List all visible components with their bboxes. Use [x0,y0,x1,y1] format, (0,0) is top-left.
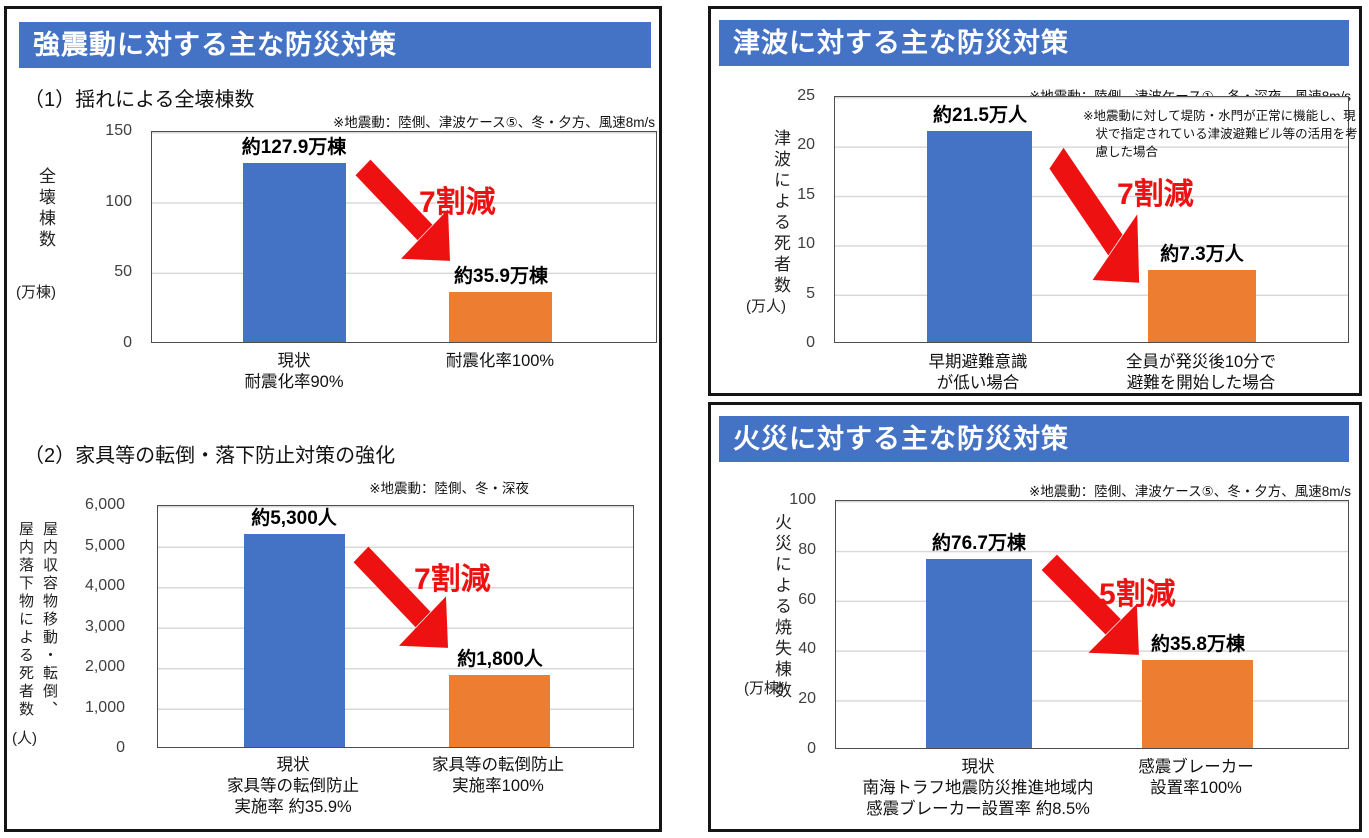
panel-header: 津波に対する主な防災対策 [719,20,1349,66]
category-label: 家具等の転倒防止 実施率100% [432,756,564,795]
reduction-label: 7割減 [419,186,496,219]
y-axis-ticks: 150 100 50 0 [105,122,132,351]
bar-current [244,534,345,747]
value-label: 約35.8万棟 [1151,633,1245,655]
value-label: 約35.9万棟 [454,265,548,287]
category-label: 全員が発災後10分で 避難を開始した場合 [1125,353,1277,392]
condition-note: ※地震動：陸側、津波ケース⑤、冬・夕方、風速8m/s [333,115,655,130]
chart-title: （2）家具等の転倒・落下防止対策の強化 [24,445,396,467]
category-label: 耐震化率100% [445,352,555,370]
value-label: 約21.5万人 [933,105,1027,127]
condition-note: ※地震動：陸側、津波ケース⑤、冬・夕方、風速8m/s [1029,484,1351,499]
reduction-arrow-icon [1041,554,1139,655]
bar-current [243,162,346,342]
y-axis-title: 火災による焼失棟数 [772,513,791,702]
value-label: 約1,800人 [457,648,543,670]
chart-title: （1）揺れによる全壊棟数 [24,89,255,111]
reduction-arrow-icon [355,159,450,261]
category-label: 現状 耐震化率90% [244,352,344,391]
plot-area: 約76.7万棟 約35.8万棟 5割減 [835,500,1349,749]
y-axis-unit: (人) [12,730,37,747]
reduction-label: 7割減 [1117,178,1194,211]
y-axis-title: 津波による死者数 [771,129,790,297]
category-label: 感震ブレーカー 設置率100% [1138,758,1254,797]
panel-strong-motion: 強震動に対する主な防災対策 （1）揺れによる全壊棟数 ※地震動：陸側、津波ケース… [4,6,662,832]
category-label: 早期避難意識 が低い場合 [928,353,1028,392]
bar-countermeasure [1148,270,1256,342]
value-label: 約127.9万棟 [241,136,347,158]
y-axis-unit: (万人) [746,298,786,315]
reduction-arrow-icon [1049,147,1140,283]
y-axis-title: 屋内収容物移動・転倒、 屋内落下物による死者数 [17,521,58,719]
panel-tsunami: 津波に対する主な防災対策 ※地震動：陸側、津波ケース①、冬・深夜、風速8m/s … [708,6,1362,396]
plot-area: 約127.9万棟 約35.9万棟 7割減 [151,131,657,343]
category-label: 現状 家具等の転倒防止 実施率 約35.9% [227,756,359,816]
y-axis-ticks: 25 20 15 10 5 0 [797,87,815,351]
value-label: 約7.3万人 [1160,244,1244,266]
plot-area: 約5,300人 約1,800人 7割減 [157,505,634,748]
reduction-label: 7割減 [414,563,491,596]
condition-note: ※地震動：陸側、冬・深夜 [369,481,529,496]
panel-header: 強震動に対する主な防災対策 [19,22,651,68]
bar-countermeasure [449,291,552,342]
y-axis-ticks: 100 80 60 40 20 0 [789,491,816,757]
reduction-arrow-icon [353,546,448,648]
bar-current [927,131,1032,342]
panel-fire: 火災に対する主な防災対策 ※地震動：陸側、津波ケース⑤、冬・夕方、風速8m/s … [708,402,1362,832]
bar-current [926,558,1032,748]
category-label: 現状 南海トラフ地震防災推進地域内 感震ブレーカー設置率 約8.5% [862,758,1094,818]
value-label: 約5,300人 [251,508,337,530]
reduction-label: 5割減 [1099,578,1176,611]
plot-area: 約21.5万人 約7.3万人 ※地震動に対して堤防・水門が正常に機能し、現状で指… [834,96,1358,343]
y-axis-ticks: 6,000 5,000 4,000 3,000 2,000 1,000 0 [84,496,125,756]
panel-header: 火災に対する主な防災対策 [719,416,1349,462]
value-label: 約76.7万棟 [932,532,1026,554]
y-axis-unit: (万棟) [16,284,56,301]
y-axis-unit: (万棟) [744,680,784,697]
bar-countermeasure [449,674,550,747]
inner-note: ※地震動に対して堤防・水門が正常に機能し、現状で指定されている津波避難ビル等の活… [1083,109,1358,160]
bar-countermeasure [1142,659,1253,748]
y-axis-title: 全壊棟数 [36,167,55,251]
